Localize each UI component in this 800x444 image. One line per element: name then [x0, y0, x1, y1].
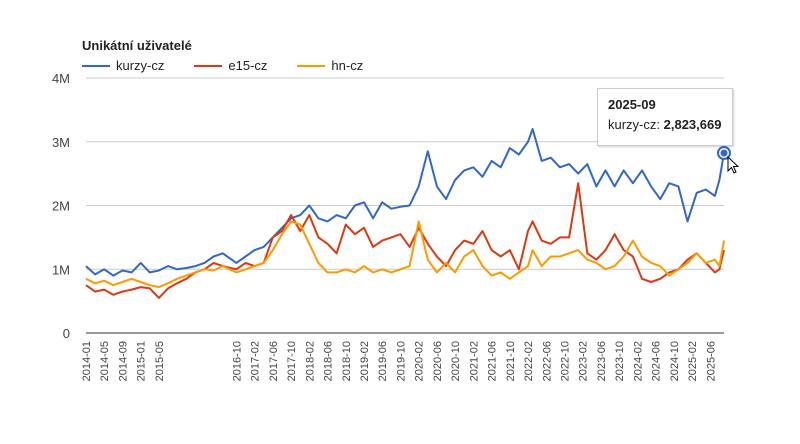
x-tick-label: 2020-02: [414, 341, 426, 381]
tooltip-value: 2,823,669: [663, 117, 722, 132]
x-tick-label: 2021-02: [468, 341, 480, 381]
legend-swatch: [82, 64, 110, 67]
x-tick-label: 2025-06: [705, 341, 717, 381]
x-tick-label: 2016-10: [231, 341, 243, 381]
tooltip-row: kurzy-cz: 2,823,669: [608, 117, 721, 132]
legend-swatch: [194, 64, 223, 67]
x-tick-label: 2018-06: [323, 341, 335, 381]
y-tick-label: 2M: [52, 199, 70, 214]
x-tick-label: 2015-05: [154, 341, 166, 381]
x-tick-label: 2024-02: [632, 341, 644, 381]
legend: kurzy-cz e15-cz hn-cz: [82, 58, 393, 73]
x-tick-label: 2014-01: [81, 341, 93, 381]
chart-title: Unikátní uživatelé: [82, 38, 192, 53]
legend-item-kurzy-cz[interactable]: kurzy-cz: [82, 58, 164, 73]
x-tick-label: 2021-06: [487, 341, 499, 381]
x-tick-label: 2025-02: [687, 341, 699, 381]
x-tick-label: 2020-10: [450, 341, 462, 381]
series-line-kurzy-cz: [85, 128, 725, 277]
legend-item-hn-cz[interactable]: hn-cz: [297, 58, 363, 73]
y-tick-label: 1M: [52, 262, 70, 277]
x-tick-label: 2024-06: [651, 341, 663, 381]
highlight-point: [720, 149, 728, 157]
legend-label: e15-cz: [228, 58, 268, 73]
x-tick-label: 2023-06: [596, 341, 608, 381]
x-tick-label: 2022-10: [560, 341, 572, 381]
x-tick-label: 2023-10: [614, 341, 626, 381]
x-tick-label: 2022-06: [541, 341, 553, 381]
x-tick-label: 2018-02: [304, 341, 316, 381]
x-tick-label: 2021-10: [505, 341, 517, 381]
x-tick-label: 2014-05: [99, 341, 111, 381]
tooltip: 2025-09 kurzy-cz: 2,823,669: [597, 88, 733, 146]
mouse-pointer-icon: [727, 156, 739, 174]
x-tick-label: 2019-10: [395, 341, 407, 381]
x-tick-label: 2019-06: [377, 341, 389, 381]
x-tick-label: 2017-10: [286, 341, 298, 381]
series-line-e15-cz: [85, 182, 725, 299]
tooltip-title: 2025-09: [608, 97, 656, 112]
legend-label: hn-cz: [331, 58, 364, 73]
x-tick-label: 2024-10: [669, 341, 681, 381]
x-tick-label: 2019-02: [359, 341, 371, 381]
tooltip-series-label: kurzy-cz:: [608, 117, 660, 132]
x-tick-label: 2018-10: [341, 341, 353, 381]
x-tick-label: 2017-02: [250, 341, 262, 381]
x-tick-label: 2014-09: [117, 341, 129, 381]
x-tick-label: 2015-01: [136, 341, 148, 381]
x-tick-label: 2017-06: [268, 341, 280, 381]
x-tick-label: 2022-02: [523, 341, 535, 381]
y-tick-label: 4M: [52, 71, 70, 86]
legend-label: kurzy-cz: [116, 58, 165, 73]
y-tick-label: 3M: [52, 135, 70, 150]
series-line-hn-cz: [85, 220, 725, 289]
x-tick-label: 2020-06: [432, 341, 444, 381]
legend-swatch: [297, 64, 326, 67]
legend-item-e15-cz[interactable]: e15-cz: [194, 58, 267, 73]
x-tick-label: 2023-02: [578, 341, 590, 381]
y-tick-label: 0: [63, 326, 70, 341]
